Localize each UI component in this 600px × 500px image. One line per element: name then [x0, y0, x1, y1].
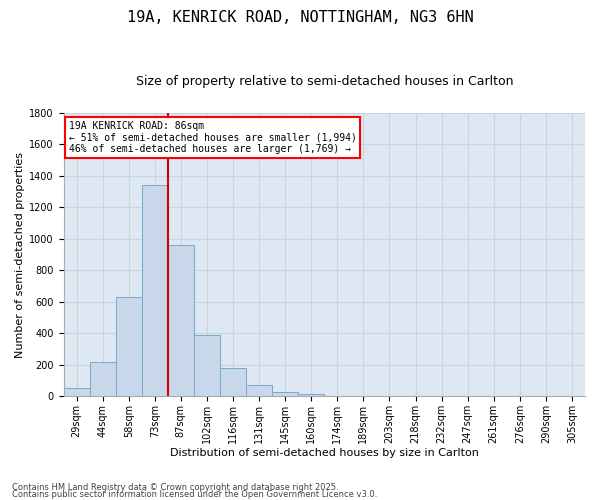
Bar: [272, 392, 298, 396]
Bar: [64, 388, 89, 396]
Bar: [142, 185, 168, 396]
Text: Contains public sector information licensed under the Open Government Licence v3: Contains public sector information licen…: [12, 490, 377, 499]
Title: Size of property relative to semi-detached houses in Carlton: Size of property relative to semi-detach…: [136, 75, 513, 88]
Bar: [194, 335, 220, 396]
Bar: [89, 362, 116, 396]
Text: 19A KENRICK ROAD: 86sqm
← 51% of semi-detached houses are smaller (1,994)
46% of: 19A KENRICK ROAD: 86sqm ← 51% of semi-de…: [69, 122, 356, 154]
Bar: [168, 245, 194, 396]
Bar: [298, 394, 324, 396]
Bar: [220, 368, 246, 396]
Bar: [246, 386, 272, 396]
Y-axis label: Number of semi-detached properties: Number of semi-detached properties: [15, 152, 25, 358]
Bar: [116, 297, 142, 396]
Text: Contains HM Land Registry data © Crown copyright and database right 2025.: Contains HM Land Registry data © Crown c…: [12, 484, 338, 492]
X-axis label: Distribution of semi-detached houses by size in Carlton: Distribution of semi-detached houses by …: [170, 448, 479, 458]
Text: 19A, KENRICK ROAD, NOTTINGHAM, NG3 6HN: 19A, KENRICK ROAD, NOTTINGHAM, NG3 6HN: [127, 10, 473, 25]
